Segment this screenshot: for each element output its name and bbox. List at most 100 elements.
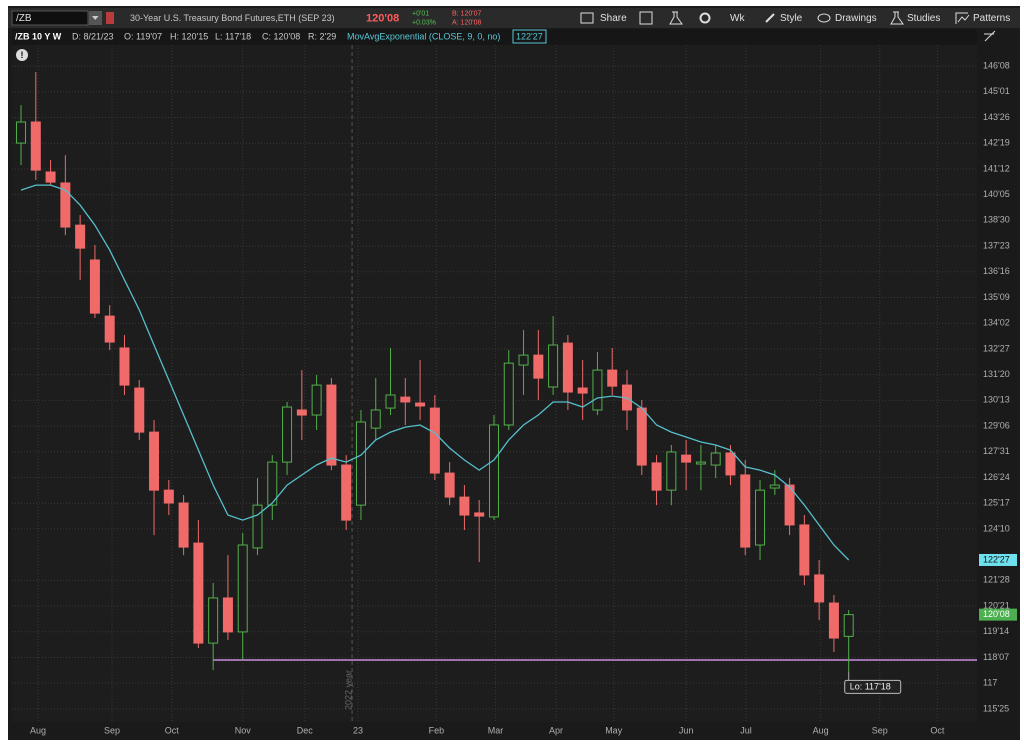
candle-body [429, 407, 440, 474]
candle-body [134, 387, 145, 433]
y-tick-label: 115'25 [983, 703, 1009, 713]
y-tick-label: 146'08 [983, 60, 1010, 70]
candle-body [282, 406, 293, 463]
x-tick-label: Aug [813, 725, 829, 735]
candle-body [385, 394, 396, 409]
candle-body [755, 489, 766, 546]
candle-body [16, 121, 27, 144]
y-tick-label: 121'28 [983, 575, 1010, 585]
drawings-icon [817, 13, 831, 23]
x-tick-label: Aug [30, 725, 46, 735]
y-tick-label: 145'01 [983, 86, 1010, 96]
candle-body [30, 121, 41, 171]
candle-body [252, 504, 263, 549]
candle-body [577, 387, 588, 394]
symbol-input[interactable] [11, 10, 89, 26]
candle-body [341, 464, 352, 521]
candle-body [75, 224, 86, 249]
candle-body [784, 484, 795, 526]
candle-body [503, 362, 514, 426]
info-low: L: 117'18 [215, 31, 251, 41]
x-tick-label: Apr [549, 725, 563, 735]
info-bar [12, 29, 977, 45]
x-tick-label: Mar [488, 725, 504, 735]
candle-body [740, 474, 751, 548]
gear-icon[interactable] [699, 12, 711, 24]
button[interactable]: Studies [907, 13, 940, 24]
candle-body [237, 544, 248, 633]
y-tick-label: 143'26 [983, 112, 1010, 122]
y-tick-label: 134'02 [983, 318, 1010, 328]
x-tick-label: Oct [930, 725, 945, 735]
ema-bubble-label: 122'27 [983, 554, 1010, 564]
candle-body [400, 396, 411, 403]
info-open: O: 119'07 [124, 31, 162, 41]
info-high: H: 120'15 [170, 31, 208, 41]
info-close: C: 120'08 [262, 31, 300, 41]
ask: A: 120'08 [452, 19, 481, 26]
year-label: 2022 year [343, 670, 353, 710]
x-tick-label: Sep [104, 725, 120, 735]
y-tick-label: 119'14 [983, 626, 1009, 636]
candle-body [60, 182, 71, 228]
y-tick-label: 137'23 [983, 240, 1010, 250]
candle-body [488, 424, 499, 518]
candle-body [459, 496, 470, 516]
candle-body [415, 402, 426, 407]
y-tick-label: 125'17 [983, 498, 1010, 508]
toolbar-buttons: Share Wk Style Drawings Studies Patterns [580, 11, 1010, 25]
link-icon[interactable] [106, 12, 114, 24]
candle-body [843, 614, 854, 637]
alert-icon[interactable] [16, 49, 28, 61]
candle-body [89, 259, 100, 314]
button[interactable]: Patterns [973, 13, 1010, 24]
study-value: 122'27 [516, 31, 543, 41]
candle-body [119, 347, 130, 386]
candle-body [296, 409, 307, 416]
candle-body [208, 597, 219, 644]
y-tick-label: 136'16 [983, 266, 1010, 276]
description: 30-Year U.S. Treasury Bond Futures,ETH (… [130, 13, 335, 23]
flask-icon[interactable] [669, 11, 683, 25]
y-tick-label: 120'21 [983, 600, 1010, 610]
candle-body [592, 369, 603, 411]
alert-mark: ! [21, 50, 24, 60]
chart-name: /ZB 10 Y W [15, 31, 62, 41]
candle-body [355, 421, 366, 506]
candle-body [163, 489, 174, 504]
y-tick-label: 132'27 [983, 343, 1010, 353]
candle-body [45, 171, 56, 183]
candle-body [814, 574, 825, 603]
candle-body [326, 384, 337, 466]
candle-body [607, 369, 618, 387]
candle-body [828, 602, 839, 639]
candle-body [799, 524, 810, 576]
button[interactable]: Wk [730, 13, 745, 24]
candle-body [533, 354, 544, 379]
x-tick-label: Dec [297, 725, 314, 735]
x-tick-label: May [605, 725, 623, 735]
candle-body [104, 315, 115, 343]
button[interactable]: Share [600, 13, 627, 24]
plot-area [12, 45, 977, 722]
symbol: /ZB [16, 13, 32, 24]
icon[interactable] [639, 11, 653, 25]
candle-body [311, 384, 322, 416]
info-range: R: 2'29 [308, 31, 336, 41]
toolbar [8, 8, 1020, 28]
candle-body [178, 502, 189, 548]
button[interactable]: Drawings [835, 13, 877, 24]
y-tick-label: 129'06 [983, 420, 1010, 430]
study-value-box [512, 29, 547, 44]
y-tick-label: 127'31 [983, 446, 1010, 456]
bid: B: 120'07 [452, 10, 481, 17]
candle-body [681, 454, 692, 463]
candle-body [666, 451, 677, 491]
x-tick-label: Jul [740, 725, 752, 735]
button[interactable]: Style [780, 13, 803, 24]
x-tick-label: Feb [429, 725, 445, 735]
draw-icon[interactable] [984, 30, 996, 42]
x-tick-label: Nov [235, 725, 252, 735]
y-tick-label: 141'12 [983, 163, 1010, 173]
